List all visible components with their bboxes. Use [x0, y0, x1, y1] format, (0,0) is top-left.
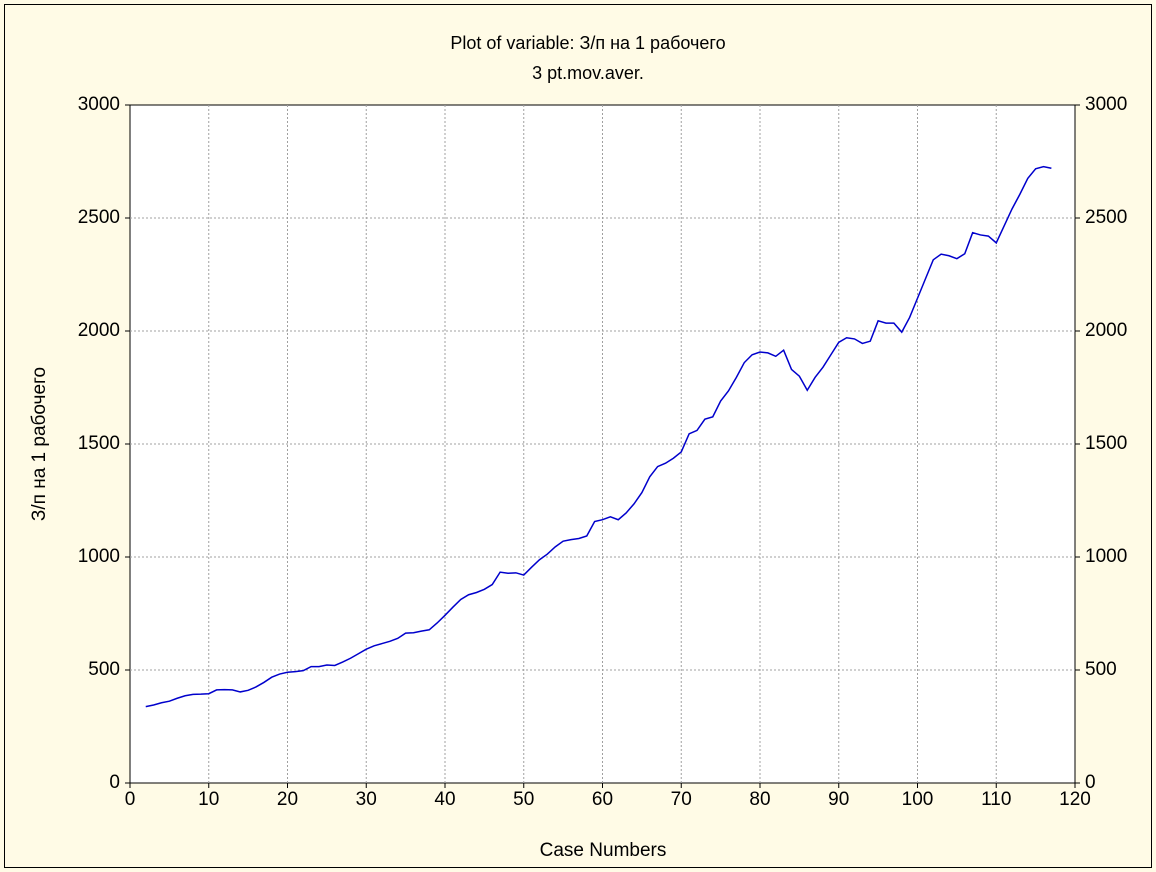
y-tick-label-right: 2000 [1085, 320, 1127, 341]
x-tick-label: 100 [902, 789, 934, 810]
x-tick-label: 70 [671, 789, 692, 810]
y-tick-label: 0 [109, 772, 120, 793]
x-tick-label: 40 [434, 789, 455, 810]
x-tick-label: 120 [1059, 789, 1091, 810]
x-tick-label: 50 [513, 789, 534, 810]
y-tick-label-right: 1000 [1085, 546, 1127, 567]
y-tick-label-right: 0 [1085, 772, 1096, 793]
y-tick-label: 1000 [78, 546, 120, 567]
y-tick-label: 3000 [78, 94, 120, 115]
x-tick-label: 90 [828, 789, 849, 810]
y-tick-label-right: 500 [1085, 659, 1117, 680]
x-tick-label: 0 [125, 789, 136, 810]
x-tick-label: 80 [749, 789, 770, 810]
y-tick-label: 2500 [78, 207, 120, 228]
data-line [145, 165, 1052, 708]
x-tick-label: 30 [356, 789, 377, 810]
chart-title: Plot of variable: З/п на 1 рабочего [450, 33, 725, 53]
x-tick-label: 110 [981, 789, 1011, 810]
x-tick-label: 20 [277, 789, 298, 810]
y-tick-label-right: 1500 [1085, 433, 1127, 454]
y-tick-label: 500 [88, 659, 120, 680]
x-tick-label: 60 [592, 789, 613, 810]
y-axis-label: З/п на 1 рабочего [29, 367, 50, 521]
x-axis-label: Case Numbers [540, 840, 667, 861]
y-tick-label-right: 3000 [1085, 94, 1127, 115]
y-tick-label-right: 2500 [1085, 207, 1127, 228]
y-tick-label: 1500 [78, 433, 120, 454]
x-tick-label: 10 [198, 789, 219, 810]
chart-subtitle: 3 pt.mov.aver. [532, 63, 644, 83]
y-tick-label: 2000 [78, 320, 120, 341]
